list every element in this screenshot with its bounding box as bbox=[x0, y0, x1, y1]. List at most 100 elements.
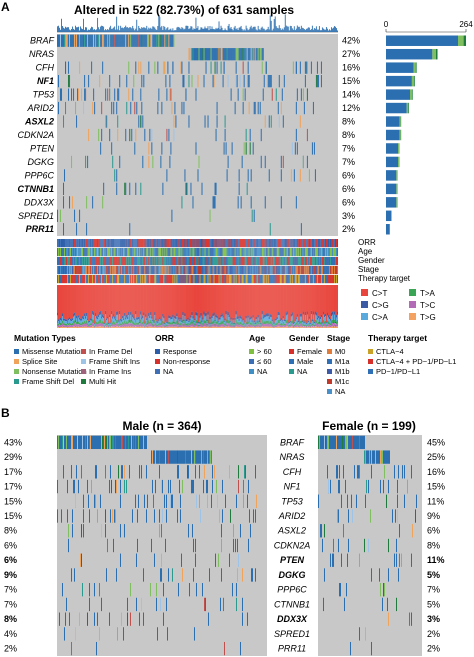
clinical-cell bbox=[313, 248, 315, 257]
clinical-cell bbox=[212, 257, 214, 266]
clinical-cell bbox=[186, 248, 188, 257]
clinical-cell bbox=[243, 275, 245, 284]
snv-bar-segment bbox=[280, 285, 282, 318]
clinical-cell bbox=[246, 239, 248, 248]
snv-bar-segment bbox=[181, 324, 183, 326]
mutation-cell bbox=[231, 48, 233, 61]
clinical-cell bbox=[272, 266, 274, 275]
clinical-cell bbox=[157, 266, 159, 275]
snv-bar-segment bbox=[101, 322, 103, 325]
mutation-cell bbox=[69, 435, 70, 450]
clinical-cell bbox=[306, 248, 308, 257]
snv-bar-segment bbox=[87, 327, 89, 328]
clinical-cell bbox=[140, 257, 142, 266]
clinical-cell bbox=[94, 266, 96, 275]
snv-bar-segment bbox=[165, 325, 167, 328]
mutation-cell bbox=[116, 34, 118, 47]
clinical-cell bbox=[85, 239, 87, 248]
snv-bar-segment bbox=[85, 285, 87, 317]
mutation-cell bbox=[401, 553, 402, 567]
snv-bar-segment bbox=[198, 327, 200, 328]
hist-bar bbox=[61, 18, 62, 32]
snv-bar-segment bbox=[260, 322, 262, 325]
snv-bar-segment bbox=[214, 323, 216, 326]
clinical-cell bbox=[282, 275, 284, 284]
mutation-cell bbox=[380, 450, 381, 464]
clinical-cell bbox=[205, 248, 207, 257]
gene-bar-segment bbox=[463, 35, 466, 46]
mutation-cell bbox=[271, 88, 273, 101]
hist-bar bbox=[252, 26, 254, 32]
mutation-cell bbox=[166, 169, 168, 182]
hist-bar bbox=[80, 26, 81, 32]
snv-bar-segment bbox=[238, 323, 240, 326]
snv-bar-segment bbox=[133, 285, 135, 317]
snv-bar-segment bbox=[294, 325, 296, 328]
snv-bar-segment bbox=[166, 323, 168, 325]
snv-bar-segment bbox=[324, 326, 326, 328]
mutation-cell bbox=[195, 553, 196, 567]
snv-bar-segment bbox=[337, 314, 338, 320]
snv-bar-segment bbox=[234, 317, 236, 320]
clinical-cell bbox=[181, 248, 183, 257]
mutation-cell bbox=[121, 435, 122, 450]
snv-bar-segment bbox=[236, 317, 238, 320]
snv-bar-segment bbox=[135, 322, 137, 327]
clinical-cell bbox=[185, 257, 187, 266]
legend-swatch-m1c bbox=[327, 379, 332, 384]
snv-bar-segment bbox=[320, 285, 322, 315]
mutation-cell bbox=[336, 465, 337, 479]
snv-bar-segment bbox=[218, 322, 220, 325]
mutation-cell bbox=[183, 75, 185, 88]
snv-bar-segment bbox=[139, 327, 141, 328]
snv-bar-segment bbox=[180, 319, 182, 323]
snv-bar-segment bbox=[100, 319, 102, 323]
snv-bar-segment bbox=[324, 320, 326, 324]
snv-swatch-cg bbox=[361, 301, 368, 308]
clinical-cell bbox=[105, 275, 107, 284]
clinical-cell bbox=[117, 266, 119, 275]
snv-bar-segment bbox=[258, 285, 260, 321]
snv-bar-segment bbox=[141, 324, 143, 327]
mutation-cell bbox=[181, 196, 183, 209]
snv-bar-segment bbox=[64, 325, 66, 328]
mutation-cell bbox=[347, 553, 348, 567]
snv-bar-segment bbox=[317, 326, 319, 328]
mutation-cell bbox=[184, 169, 186, 182]
snv-bar-segment bbox=[140, 319, 142, 323]
clinical-cell bbox=[88, 257, 90, 266]
snv-bar-segment bbox=[81, 285, 83, 319]
clinical-cell bbox=[118, 275, 120, 284]
male-percent-label: 2% bbox=[4, 644, 17, 654]
snv-bar-segment bbox=[142, 285, 144, 316]
clinical-cell bbox=[208, 248, 210, 257]
snv-bar-segment bbox=[304, 311, 306, 316]
mutation-cell bbox=[295, 196, 297, 209]
mutation-cell bbox=[57, 209, 58, 222]
clinical-cell bbox=[138, 248, 140, 257]
snv-bar-segment bbox=[154, 312, 156, 316]
mutation-cell bbox=[81, 34, 83, 47]
snv-bar-segment bbox=[232, 285, 234, 318]
clinical-cell bbox=[113, 266, 115, 275]
hist-bar bbox=[297, 26, 299, 32]
snv-bar-segment bbox=[238, 325, 240, 328]
clinical-cell bbox=[163, 248, 165, 257]
mutation-cell bbox=[253, 101, 255, 115]
mutation-cell bbox=[89, 435, 90, 450]
snv-bar-segment bbox=[78, 321, 80, 325]
mutation-cell bbox=[144, 435, 145, 450]
snv-bar-segment bbox=[198, 322, 200, 325]
mutation-cell bbox=[339, 435, 340, 450]
snv-bar-segment bbox=[159, 322, 161, 325]
snv-bar-segment bbox=[162, 323, 164, 327]
snv-bar-segment bbox=[103, 324, 105, 327]
snv-bar-segment bbox=[274, 323, 276, 326]
snv-bar-segment bbox=[70, 327, 72, 328]
clinical-cell bbox=[98, 266, 100, 275]
snv-bar-segment bbox=[258, 327, 260, 328]
mutation-cell bbox=[88, 128, 90, 142]
snv-bar-segment bbox=[239, 315, 241, 319]
mutation-cell bbox=[100, 494, 101, 508]
snv-bar-segment bbox=[182, 326, 184, 328]
